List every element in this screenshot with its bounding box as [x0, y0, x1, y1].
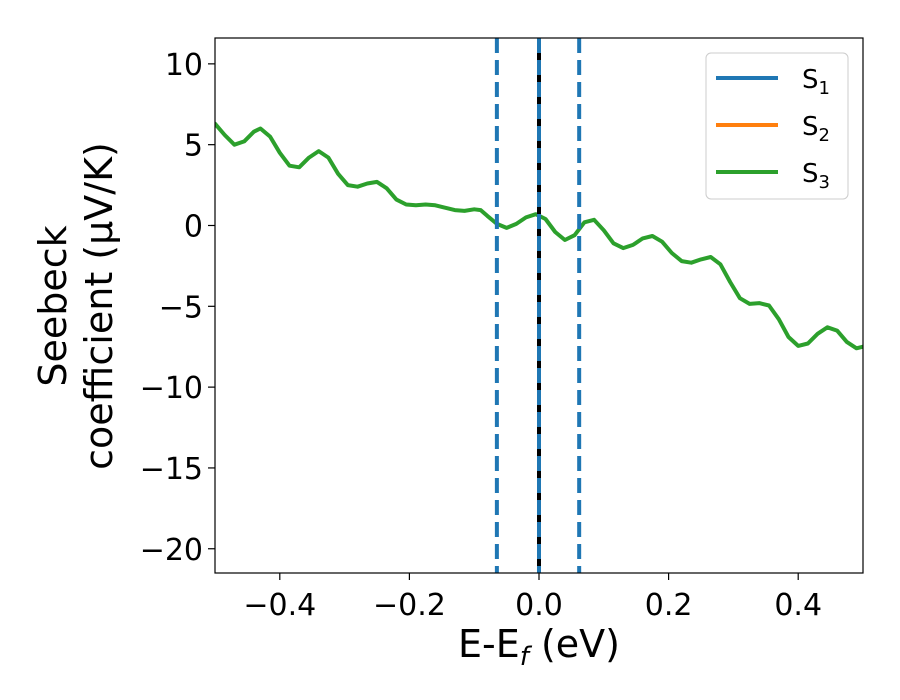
plot-area	[215, 38, 863, 573]
y-tick-label: −20	[140, 533, 203, 568]
x-tick-label: −0.2	[373, 588, 446, 623]
x-tick-label: 0.2	[645, 588, 693, 623]
y-axis-label: Seebeck coefficient (μV/K)	[31, 142, 121, 470]
y-tick-label: −5	[159, 290, 203, 325]
x-ticks: −0.4 −0.2 0.0 0.2 0.4	[243, 573, 822, 623]
y-tick-label: −15	[140, 452, 203, 487]
x-axis-label: E-Ef (eV)	[458, 622, 620, 672]
x-tick-label: 0.0	[515, 588, 563, 623]
y-tick-label: 10	[165, 48, 203, 83]
y-tick-label: 5	[184, 129, 203, 164]
y-axis-label-line1: Seebeck	[31, 225, 75, 386]
legend-label-2: S2	[802, 112, 830, 146]
x-tick-label: −0.4	[243, 588, 316, 623]
y-tick-label: 0	[184, 209, 203, 244]
y-tick-label: −10	[140, 371, 203, 406]
x-tick-label: 0.4	[774, 588, 822, 623]
series-line-3	[215, 121, 863, 351]
series-layer	[215, 121, 863, 351]
legend-label-3: S3	[802, 159, 830, 193]
legend: S1 S2 S3	[705, 52, 849, 200]
vertical-lines	[494, 38, 582, 573]
legend-label-1: S1	[802, 65, 830, 99]
y-axis-label-line2: coefficient (μV/K)	[77, 142, 121, 470]
y-ticks: 10 5 0 −5 −10 −15 −20	[140, 48, 215, 568]
